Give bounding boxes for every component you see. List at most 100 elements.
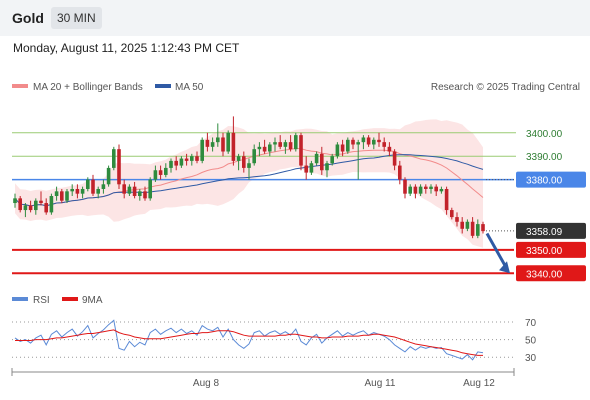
candle-body (335, 144, 340, 157)
candle-body (392, 151, 397, 166)
candle-body (39, 200, 43, 204)
report-datetime: Monday, August 11, 2025 1:12:43 PM CET (13, 41, 240, 55)
candle-body (34, 200, 38, 211)
candle-body (195, 156, 199, 161)
last-price-tag-label: 3358.09 (526, 227, 563, 238)
candle-body (361, 137, 366, 143)
candle-body (164, 167, 168, 175)
candle-body (455, 217, 459, 222)
instrument-title: Gold (12, 10, 44, 26)
candle-body (268, 144, 272, 152)
candle-body (288, 142, 293, 150)
candle-body (434, 186, 438, 192)
x-tick-label: Aug 8 (193, 378, 220, 389)
rsi-legend-label: RSI (33, 295, 50, 306)
candle-body (314, 153, 319, 164)
candle-body (320, 153, 324, 171)
candle-body (28, 205, 33, 211)
candle-body (179, 158, 184, 166)
rsi-line (14, 319, 484, 361)
candle-body (450, 210, 454, 218)
candle-body (470, 221, 475, 236)
rsi-legend: RSI 9MA (12, 295, 103, 306)
rsi-ma-line (15, 329, 483, 356)
candle-body (304, 165, 308, 173)
candle-body (356, 142, 360, 145)
candle-body (424, 186, 428, 189)
candle-body (382, 142, 386, 147)
candle-body (247, 163, 251, 168)
level-tag-label-3340.00: 3340.00 (526, 269, 563, 280)
candle-body (184, 158, 189, 161)
candle-body (70, 188, 74, 192)
last-price-tag-bg (516, 222, 586, 239)
candle-body (444, 188, 449, 211)
candle-body (377, 139, 381, 143)
forecast-arrowhead (499, 261, 510, 274)
rsi-tick-70: 70 (525, 318, 537, 329)
candle-body (387, 146, 392, 152)
candle-body (294, 135, 298, 150)
timeframe-badge[interactable]: 30 MIN (51, 7, 102, 29)
candle-body (138, 191, 142, 197)
candle-body (262, 146, 267, 152)
candle-body (75, 188, 80, 194)
forecast-arrow (485, 232, 508, 269)
candle-body (252, 149, 256, 164)
candle-body (325, 163, 329, 171)
ma20-legend-label: MA 20 + Bollinger Bands (33, 82, 143, 93)
x-tick-label: Aug 12 (463, 378, 495, 389)
candle-body (236, 156, 241, 161)
candle-body (429, 186, 433, 189)
candle-body (54, 191, 59, 197)
candle-body (143, 191, 147, 199)
candle-body (112, 149, 116, 168)
candle-body (351, 139, 355, 145)
ma50-legend-swatch (155, 84, 171, 88)
candle-body (372, 139, 376, 145)
candle-body (366, 137, 371, 145)
x-tick-label: Aug 11 (365, 378, 396, 389)
candle-body (80, 188, 85, 194)
candle-body (242, 156, 246, 168)
candle-body (476, 224, 480, 236)
candle-body (205, 139, 210, 147)
candle-body (346, 139, 350, 152)
candle-body (216, 137, 220, 143)
level-tag-bg-3340.00 (516, 265, 586, 282)
candle-body (465, 221, 470, 229)
candle-body (439, 188, 444, 192)
candle-body (309, 163, 314, 173)
rsi-legend-swatch (12, 297, 28, 301)
candle-body (101, 184, 106, 189)
rsi-ma-legend-label: 9MA (82, 295, 103, 306)
level-tag-label-3400.00: 3400.00 (526, 129, 563, 140)
header-bar: Gold 30 MIN (0, 0, 590, 36)
candle-body (210, 142, 215, 147)
candle-body (117, 149, 121, 185)
candle-body (122, 184, 126, 194)
ma50-legend-label: MA 50 (175, 82, 204, 93)
price-legend: MA 20 + Bollinger Bands MA 50 Research ©… (12, 82, 580, 93)
candle-body (403, 179, 407, 194)
candle-body (148, 179, 152, 199)
candle-body (169, 160, 173, 168)
candle-body (283, 142, 288, 147)
candle-body (278, 142, 282, 147)
candle-body (418, 186, 423, 194)
rsi-tick-50: 50 (525, 336, 537, 347)
bollinger-band-area (15, 119, 483, 248)
candle-body (23, 205, 28, 211)
candle-body (49, 196, 54, 213)
candle-body (86, 179, 90, 189)
candle-body (460, 221, 464, 229)
level-tag-label-3380.00: 3380.00 (526, 176, 563, 187)
candle-body (60, 191, 64, 201)
candle-body (481, 224, 485, 232)
rsi-tick-30: 30 (525, 353, 537, 364)
level-tag-bg-3380.00 (516, 171, 586, 188)
candle-body (273, 142, 277, 145)
candle-body (413, 186, 418, 194)
candle-body (18, 198, 22, 211)
candle-body (44, 203, 48, 213)
